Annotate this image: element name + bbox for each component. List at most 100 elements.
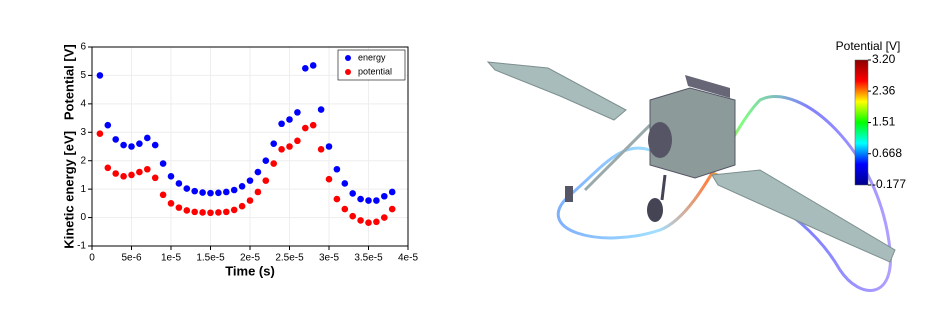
colorbar-tick-label: 1.51 (872, 115, 896, 129)
data-point (294, 109, 301, 116)
data-point (120, 141, 127, 149)
y-tick-label: 3 (80, 127, 86, 138)
colorbar-tick-label: 0.668 (872, 146, 902, 160)
x-tick-label: 4e-5 (398, 253, 418, 264)
data-point (175, 204, 183, 211)
data-point (223, 188, 230, 196)
legend-marker (345, 55, 351, 61)
x-tick-label: 0 (89, 253, 95, 264)
dish (648, 122, 672, 158)
data-point (373, 197, 380, 204)
data-point (96, 130, 104, 138)
data-point (238, 183, 246, 190)
x-axis-label: Time (s) (225, 263, 275, 278)
data-point (278, 120, 285, 128)
data-point (128, 171, 135, 179)
colorbar-tick-label: 2.36 (872, 83, 896, 97)
data-point (207, 189, 214, 197)
data-point (183, 185, 191, 192)
data-point (183, 207, 191, 214)
data-point (223, 208, 230, 216)
data-point (230, 206, 238, 214)
data-point (230, 186, 238, 194)
x-tick-label: 2e-5 (240, 253, 260, 264)
data-point (333, 165, 341, 173)
small-dish (647, 198, 663, 222)
data-point (333, 195, 341, 203)
data-point (144, 134, 151, 142)
data-point (144, 165, 151, 173)
data-point (262, 157, 270, 165)
data-point (104, 164, 112, 172)
data-point (215, 189, 222, 197)
data-point (120, 173, 127, 180)
y-axis-label: Kinetic energy [eV] Potential [V] (61, 44, 76, 248)
legend-label: potential (358, 66, 392, 76)
y-tick-label: -1 (77, 241, 86, 252)
data-point (262, 177, 270, 184)
data-point (96, 72, 104, 79)
data-point (302, 65, 309, 72)
data-point (159, 160, 167, 167)
colorbar (854, 59, 869, 186)
data-point (325, 143, 333, 150)
data-point (159, 191, 167, 199)
data-point (246, 177, 254, 184)
legend-label: energy (358, 52, 386, 62)
x-tick-label: 3e-5 (319, 253, 339, 264)
data-point (388, 205, 396, 213)
y-tick-label: 6 (80, 42, 86, 53)
y-tick-label: 4 (80, 98, 86, 109)
data-point (294, 137, 301, 145)
data-point (112, 136, 119, 143)
data-point (191, 208, 198, 216)
x-tick-label: 1.5e-5 (196, 253, 225, 264)
data-point (112, 170, 119, 177)
boom (583, 123, 652, 192)
body-top (685, 75, 730, 98)
colorbar-title: Potential [V] (836, 39, 901, 53)
data-point (357, 195, 364, 203)
left-panel (486, 61, 627, 121)
data-point (207, 209, 214, 217)
data-point (104, 121, 112, 129)
data-point (325, 175, 333, 183)
data-point (254, 168, 262, 176)
x-tick-label: 5e-6 (121, 253, 141, 264)
data-point (341, 205, 349, 213)
data-point (270, 160, 278, 167)
x-tick-label: 3.5e-5 (354, 253, 383, 264)
data-point (365, 197, 372, 204)
body (649, 87, 736, 179)
data-point (246, 197, 254, 204)
data-point (341, 180, 349, 187)
data-point (286, 116, 293, 123)
data-point (309, 62, 317, 69)
legend-box (337, 49, 406, 81)
data-point (309, 121, 317, 129)
spacecraft-render (486, 61, 896, 292)
data-point (254, 188, 262, 196)
y-tick-label: 5 (80, 70, 86, 81)
x-tick-label: 1e-5 (161, 253, 181, 264)
data-point (167, 173, 175, 180)
colorbar-tick-label: -0.177 (872, 177, 906, 191)
data-point (215, 209, 222, 216)
colorbar-tick-label: 3.20 (872, 52, 896, 66)
data-point (151, 141, 159, 149)
data-point (388, 188, 396, 196)
data-point (136, 140, 143, 147)
data-point (270, 140, 278, 147)
legend-marker (345, 69, 351, 75)
right-panel (711, 169, 896, 263)
mast (660, 174, 667, 201)
data-point (365, 219, 372, 226)
y-tick-label: 1 (80, 184, 86, 195)
data-point (128, 143, 135, 150)
data-point (167, 200, 175, 207)
y-tick-label: 2 (80, 155, 86, 166)
x-tick-label: 2.5e-5 (275, 253, 304, 264)
antenna (565, 186, 573, 202)
data-point (136, 168, 143, 176)
data-point (286, 143, 293, 150)
